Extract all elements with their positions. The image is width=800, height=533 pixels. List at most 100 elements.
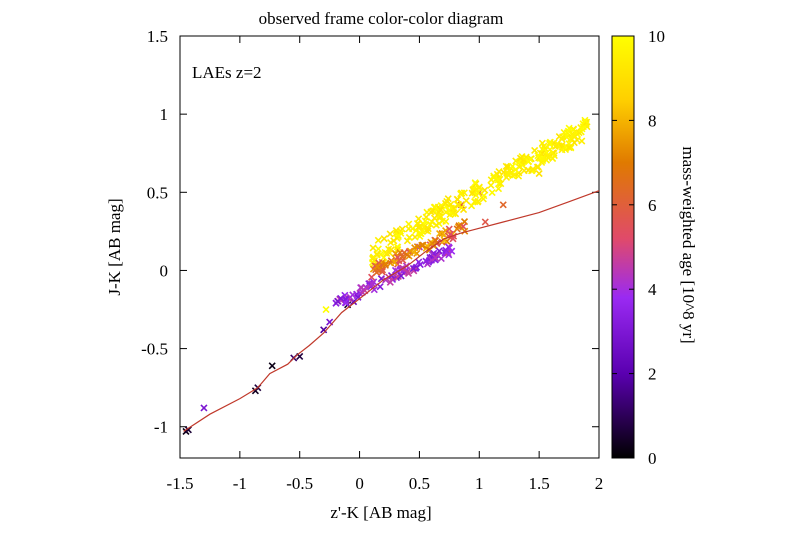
scatter-points [182,116,591,435]
data-point [531,146,539,154]
data-point [457,189,465,197]
data-point [381,261,389,269]
data-point [567,143,575,151]
data-point [441,199,450,207]
y-tick-label: 1 [160,105,169,124]
data-point [381,260,390,268]
data-point [564,127,572,135]
data-point [445,207,453,215]
data-point [354,293,362,301]
data-point [581,116,589,124]
x-tick-label: -1.5 [167,474,194,493]
data-point [445,251,453,259]
data-point [405,233,413,242]
data-point [535,169,543,178]
data-point [200,404,208,412]
data-point [437,213,445,221]
data-point [374,245,382,253]
data-point [410,267,418,275]
data-point [460,218,469,226]
data-point [373,262,381,271]
data-point [490,174,498,182]
data-point [403,237,411,245]
data-point [542,156,551,164]
data-point [184,426,192,434]
data-point [435,247,443,255]
data-point [386,278,394,286]
data-point [436,230,444,238]
plot-frame [179,35,600,459]
data-point [479,195,487,203]
data-point [481,218,489,226]
data-point [320,326,328,334]
data-point [370,253,378,261]
data-point [455,222,463,230]
colorbar-ticks: 0 2 4 6 8 10 [612,27,665,468]
data-point [546,145,554,154]
data-point [499,201,507,209]
data-point [508,162,517,170]
data-point [550,151,558,160]
y-tick-label: 1.5 [147,27,168,46]
data-point [406,247,414,255]
data-point [398,253,406,261]
data-point [558,146,566,154]
data-point [437,206,445,214]
data-point [416,222,424,230]
y-tick-label: 0 [160,261,169,280]
data-point [386,249,394,257]
data-point [268,362,276,370]
y-tick-label: 0.5 [147,183,168,202]
data-point [534,163,542,171]
data-point [431,254,439,262]
data-point [559,133,567,141]
colorbar-tick-label: 0 [648,449,657,468]
data-point [424,225,432,233]
data-point [427,208,435,216]
y-axis-label: J-K [AB mag] [105,198,124,295]
data-point [442,246,450,254]
data-point [430,214,439,222]
data-point [437,254,445,263]
data-point [430,203,438,211]
data-point [522,153,530,161]
y-tick-label: -1 [154,418,168,437]
data-point [462,197,470,205]
model-track-line [183,190,600,432]
x-tick-label: 1 [475,474,484,493]
data-point [357,284,366,292]
data-point [322,305,330,314]
data-point [380,253,388,262]
data-point [415,258,423,266]
data-point [378,268,386,276]
data-point [569,131,577,139]
x-axis-label: z'-K [AB mag] [330,503,431,522]
data-point [386,230,394,238]
data-point [409,264,417,272]
data-point [370,286,378,294]
data-point [453,195,461,203]
chart-title: observed frame color-color diagram [259,9,504,28]
data-point [373,268,381,276]
data-point [524,166,532,174]
colorbar-tick-label: 2 [648,365,657,384]
data-point [502,162,510,170]
data-point [505,170,513,179]
data-point [445,225,453,233]
data-point [488,188,496,197]
x-axis-ticks: -1.5 -1 -0.5 0 0.5 1 1.5 2 [167,36,603,493]
plot-annotation: LAEs z=2 [192,63,262,82]
data-point [431,256,439,264]
data-point [475,183,483,191]
y-tick-label: -0.5 [141,340,168,359]
colorbar-tick-label: 4 [648,280,657,299]
colorbar-tick-label: 10 [648,27,665,46]
x-tick-label: 0 [355,474,364,493]
data-point [432,221,440,229]
x-tick-label: 0.5 [409,474,430,493]
data-point [496,175,504,183]
data-point [551,142,559,150]
data-point [538,155,546,163]
data-point [454,200,463,209]
